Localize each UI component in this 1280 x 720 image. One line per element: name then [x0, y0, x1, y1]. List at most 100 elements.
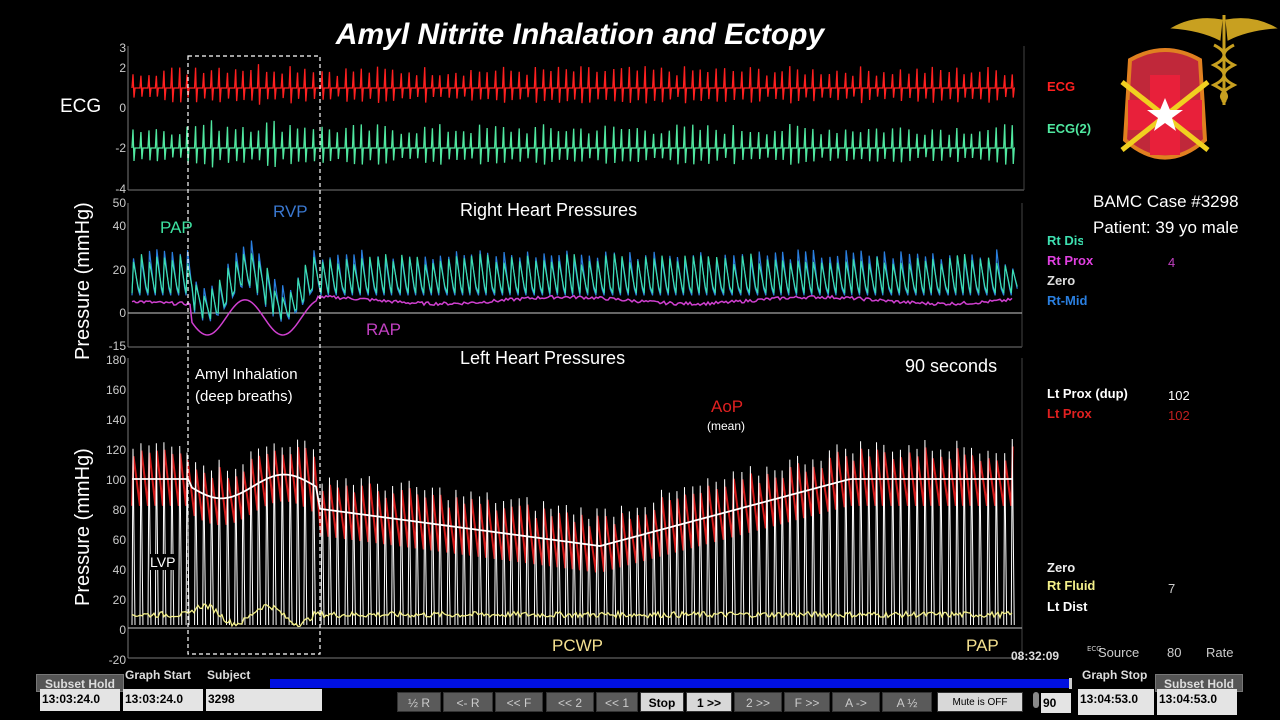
subset-hold-left-button[interactable]: Subset Hold	[36, 674, 124, 692]
lt-prox-dup-value: 102	[1168, 388, 1190, 403]
lh-tick: 100	[105, 473, 126, 487]
graph-stop-label: Graph Stop	[1082, 668, 1148, 682]
channel-rt-mid: Rt-Mid	[1047, 293, 1088, 308]
rh-tick: 50	[112, 196, 126, 210]
left-heart-title: Left Heart Pressures	[460, 348, 626, 368]
auto-forward-button[interactable]: A ->	[832, 692, 880, 712]
lh-tick: 120	[105, 443, 126, 457]
aop-mean-trace	[132, 473, 1012, 547]
pap-annotation: PAP	[160, 218, 193, 237]
rate-label: Rate	[1206, 645, 1234, 660]
channel-ecg2: ECG(2)	[1047, 121, 1092, 136]
pap-lower-annotation: PAP	[966, 636, 999, 655]
lh-tick: 60	[112, 533, 126, 547]
right-heart-title: Right Heart Pressures	[460, 200, 638, 220]
channel-lt-dist: Lt Dist	[1047, 599, 1088, 614]
lh-tick: 20	[112, 593, 126, 607]
duration-label: 90 seconds	[905, 356, 998, 376]
progress-handle[interactable]	[1069, 678, 1072, 689]
auto-half-button[interactable]: A ½	[882, 692, 932, 712]
ecg-tick: -2	[115, 141, 126, 155]
seconds-field[interactable]: 90	[1041, 693, 1071, 713]
aop-trace	[131, 446, 1014, 573]
rewind-button[interactable]: <- R	[443, 692, 493, 712]
page-title: Amyl Nitrite Inhalation and Ectopy	[335, 18, 825, 51]
seconds-spinner[interactable]	[1033, 692, 1039, 708]
rh-tick: -15	[108, 339, 126, 353]
fast-forward-button[interactable]: F >>	[784, 692, 830, 712]
subset-hold-left-field[interactable]: 13:03:24.0	[40, 689, 120, 711]
rh-tick: 20	[112, 263, 126, 277]
patient-info: Patient: 39 yo male	[1093, 218, 1239, 237]
ecg-tick: 2	[119, 61, 126, 75]
mean-annotation: (mean)	[707, 419, 746, 433]
rewind-1-button[interactable]: << 1	[596, 692, 638, 712]
bamc-logo	[1120, 48, 1210, 160]
graph-start-label: Graph Start	[125, 668, 192, 682]
subject-field[interactable]: 3298	[206, 689, 322, 711]
lh-tick: 180	[105, 353, 126, 367]
rt-fluid-value: 7	[1168, 581, 1176, 596]
ecg-trace	[131, 64, 1015, 105]
amyl-label: Amyl Inhalation	[195, 366, 298, 383]
forward-2-button[interactable]: 2 >>	[734, 692, 782, 712]
panel-frames	[127, 46, 1025, 659]
lh-tick: -20	[108, 653, 126, 667]
aop-annotation: AoP	[711, 397, 744, 416]
lvp-annotation: LVP	[150, 554, 176, 570]
ecg-tick: -4	[115, 182, 126, 196]
channel-rt-dis: Rt Dis	[1047, 233, 1083, 248]
rh-tick: 40	[112, 219, 126, 233]
subject-label: Subject	[207, 668, 251, 682]
ecg-panel-label: ECG	[60, 96, 102, 117]
subset-hold-right-field[interactable]: 13:04:53.0	[1157, 689, 1237, 715]
ecg2-trace	[131, 120, 1015, 168]
amyl-inhalation-window	[187, 55, 321, 655]
lh-tick: 160	[105, 383, 126, 397]
lh-tick: 0	[119, 623, 126, 637]
playback-progress-bar[interactable]	[270, 678, 1072, 689]
rt-dis-trace	[131, 253, 1018, 320]
ecg-tick: 0	[119, 101, 126, 115]
rt-mid-trace	[131, 240, 1018, 322]
rate-value: 80	[1167, 645, 1182, 660]
rewind-2-button[interactable]: << 2	[546, 692, 594, 712]
ecg-tag: ECG	[1087, 645, 1102, 653]
channel-rt-fluid: Rt Fluid	[1047, 578, 1096, 593]
forward-1-button[interactable]: 1 >>	[686, 692, 732, 712]
rvp-annotation: RVP	[273, 202, 308, 221]
stop-button[interactable]: Stop	[640, 692, 684, 712]
channel-zero-2: Zero	[1047, 560, 1076, 575]
clock: 08:32:09	[1011, 649, 1060, 663]
waveform-traces	[131, 64, 1018, 628]
source-label: Source	[1098, 645, 1140, 660]
graph-start-field[interactable]: 13:03:24.0	[123, 689, 203, 711]
pcwp-trace	[131, 603, 1013, 628]
lt-prox-value: 102	[1168, 408, 1190, 423]
lvp-trace	[131, 439, 1015, 626]
caduceus-icon	[1170, 15, 1278, 105]
rt-prox-value: 4	[1168, 255, 1176, 270]
rap-trace	[131, 294, 1013, 336]
mute-button[interactable]: Mute is OFF	[937, 692, 1023, 712]
subset-hold-right-button[interactable]: Subset Hold	[1155, 674, 1243, 692]
channel-zero: Zero	[1047, 273, 1076, 288]
rh-tick: 0	[119, 306, 126, 320]
channel-ecg: ECG	[1047, 79, 1076, 94]
channel-lt-prox-dup: Lt Prox (dup)	[1047, 386, 1128, 401]
rap-annotation: RAP	[366, 320, 401, 339]
fast-rewind-button[interactable]: << F	[495, 692, 543, 712]
ecg-tick: 3	[119, 41, 126, 55]
pcwp-annotation: PCWP	[552, 636, 603, 655]
graph-stop-field[interactable]: 13:04:53.0	[1078, 689, 1154, 715]
lh-tick: 140	[105, 413, 126, 427]
lh-tick: 80	[112, 503, 126, 517]
channel-rt-prox: Rt Prox	[1047, 253, 1094, 268]
case-number: BAMC Case #3298	[1093, 192, 1239, 211]
channel-lt-prox: Lt Prox	[1047, 406, 1092, 421]
lh-tick: 40	[112, 563, 126, 577]
half-rewind-button[interactable]: ½ R	[397, 692, 441, 712]
left-panel-ylabel: Pressure (mmHg)	[72, 448, 94, 606]
amyl-sublabel: (deep breaths)	[195, 388, 293, 405]
